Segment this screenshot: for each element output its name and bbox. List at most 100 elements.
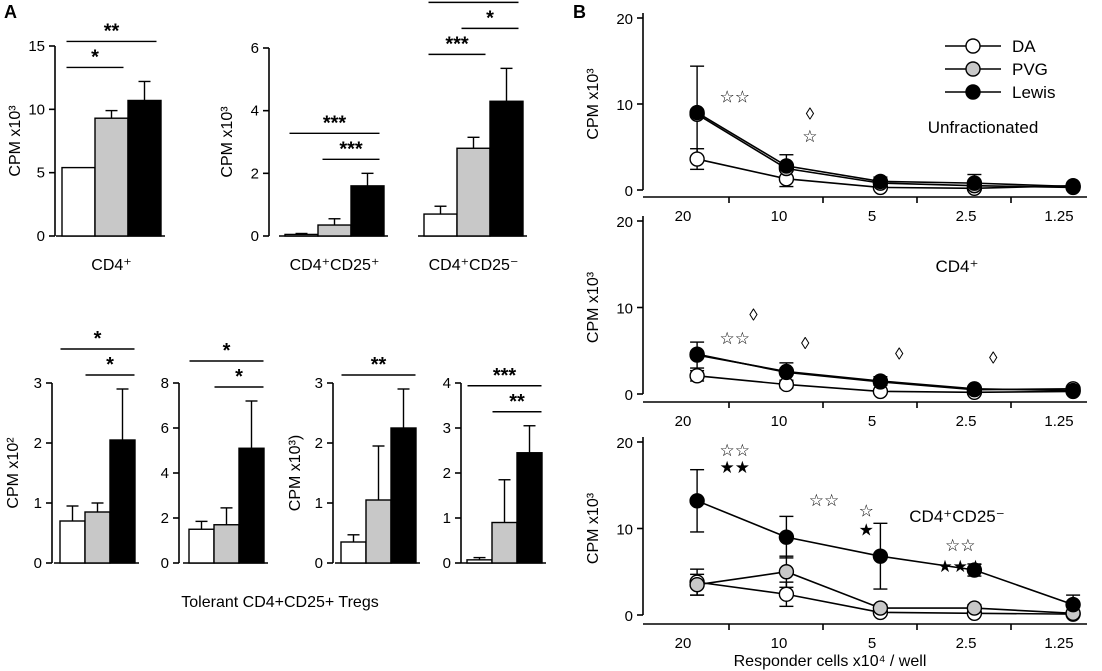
annotation-b1-2: ☆ <box>802 127 817 146</box>
bar-a4-0-DA <box>188 528 215 564</box>
panel-a-label: A <box>4 2 17 22</box>
x-tick-label-b2-3: 2.5 <box>956 413 977 430</box>
y-tick-label-b1-2: 20 <box>616 11 633 28</box>
b-xlabel: Responder cells x10⁴ / well <box>734 653 927 670</box>
point-b3-Lewis-0 <box>689 493 705 509</box>
sig-label-a1-0-1: * <box>91 46 99 68</box>
bar-a1-0-DA <box>61 166 96 237</box>
annotation-b2-3: ◊ <box>895 344 904 363</box>
legend-marker-Lewis <box>965 84 981 100</box>
y-label-b3: CPM x10³ <box>585 492 602 564</box>
y-tick-label-b3-1: 10 <box>616 522 633 539</box>
bar-a4-0-PVG <box>213 524 240 564</box>
annotation-b3-1: ★★ <box>719 458 749 477</box>
y-tick-label-a5-3: 3 <box>315 375 323 392</box>
bar-a6-0-Lewis <box>516 452 543 564</box>
group-label-a2-0: CD4⁺CD25⁺ <box>290 257 380 274</box>
x-tick-label-b2-1: 10 <box>771 413 788 430</box>
bar-a6-0-PVG <box>491 521 518 564</box>
x-tick-label-b3-4: 1.25 <box>1044 635 1073 652</box>
y-tick-label-a5-1: 1 <box>315 495 323 512</box>
sig-label-a4-0-0: * <box>223 340 231 362</box>
point-b3-DA-1 <box>778 586 795 602</box>
group-label-a2-1: CD4⁺CD25⁻ <box>429 257 519 274</box>
x-tick-label-b3-3: 2.5 <box>956 635 977 652</box>
y-label-b1: CPM x10³ <box>585 68 602 140</box>
sig-label-a2-1-2: *** <box>445 33 469 55</box>
x-tick-label-b1-1: 10 <box>771 208 788 225</box>
bar-a5-0-Lewis <box>390 427 417 564</box>
panel-b-label: B <box>573 2 586 22</box>
bar-a1-0-PVG <box>94 117 129 237</box>
y-tick-label-a4-2: 4 <box>161 465 169 482</box>
legend-label-DA: DA <box>1012 37 1036 56</box>
bar-a6-0-DA <box>466 559 493 564</box>
y-tick-label-a6-0: 0 <box>443 555 451 572</box>
y-tick-label-b1-1: 10 <box>616 97 633 114</box>
legend-label-PVG: PVG <box>1012 60 1048 79</box>
sig-label-a4-0-1: * <box>235 366 243 388</box>
bar-a2-0-PVG <box>317 224 352 237</box>
annotation-b3-2: ☆☆ <box>809 491 839 510</box>
x-tick-label-b3-0: 20 <box>675 635 692 652</box>
x-tick-label-b3-1: 10 <box>771 635 788 652</box>
point-b3-PVG-3 <box>966 600 983 616</box>
annotation-b3-3: ☆ <box>859 501 874 520</box>
y-tick-label-b2-1: 10 <box>616 301 633 318</box>
point-b1-Lewis-1 <box>778 158 795 174</box>
annotation-b3-0: ☆☆ <box>719 441 749 460</box>
y-tick-label-a5-2: 2 <box>315 435 323 452</box>
y-label-a3: CPM x10² <box>5 437 22 509</box>
bar-a2-1-PVG <box>456 147 491 237</box>
y-tick-label-a6-2: 2 <box>443 465 451 482</box>
point-b2-Lewis-1 <box>778 363 795 380</box>
y-label-a5: CPM x10³) <box>287 435 304 511</box>
y-tick-label-a1-0: 0 <box>37 228 45 245</box>
bar-a5-0-DA <box>340 541 367 564</box>
x-tick-label-b1-0: 20 <box>675 208 692 225</box>
sig-label-a2-1-1: * <box>486 7 494 29</box>
bar-a4-0-Lewis <box>238 447 265 564</box>
point-b2-Lewis-4 <box>1065 382 1081 399</box>
annotation-b3-4: ★ <box>859 520 874 539</box>
point-b3-PVG-2 <box>872 600 889 616</box>
y-label-a2: CPM x10³ <box>219 106 236 178</box>
x-tick-label-b2-0: 20 <box>675 413 692 430</box>
annotation-b2-2: ◊ <box>801 334 810 353</box>
y-tick-label-b2-2: 20 <box>616 214 633 231</box>
y-tick-label-a6-4: 4 <box>443 375 451 392</box>
sig-label-a6-0-0: *** <box>493 365 517 387</box>
sig-label-a2-0-1: *** <box>339 138 363 160</box>
y-tick-label-b3-2: 20 <box>616 435 633 452</box>
point-b2-Lewis-2 <box>872 373 889 389</box>
sig-label-a3-0-1: * <box>106 354 114 376</box>
y-tick-label-a3-2: 2 <box>34 435 42 452</box>
y-tick-label-a3-1: 1 <box>34 495 42 512</box>
annotation-b1-0: ☆☆ <box>719 87 749 106</box>
y-tick-label-b1-0: 0 <box>625 183 633 200</box>
y-tick-label-a1-1: 5 <box>37 165 45 182</box>
legend-label-Lewis: Lewis <box>1012 83 1055 102</box>
y-label-b2: CPM x10³ <box>585 271 602 343</box>
point-b1-Lewis-0 <box>689 104 705 121</box>
x-tick-label-b1-3: 2.5 <box>956 208 977 225</box>
bar-a2-0-DA <box>284 233 319 237</box>
point-b3-PVG-0 <box>689 577 705 593</box>
point-b3-Lewis-2 <box>872 548 889 564</box>
y-tick-label-a4-0: 0 <box>161 555 169 572</box>
y-tick-label-b3-0: 0 <box>625 608 633 625</box>
point-b2-Lewis-0 <box>689 347 705 363</box>
point-b3-PVG-1 <box>778 564 795 580</box>
point-b3-Lewis-4 <box>1065 596 1081 613</box>
y-tick-label-a3-0: 0 <box>34 555 42 572</box>
annotation-b1-1: ◊ <box>806 104 815 123</box>
sig-label-a2-0-0: *** <box>323 112 347 134</box>
point-b3-Lewis-1 <box>778 529 795 545</box>
bar-a2-0-Lewis <box>350 185 385 237</box>
bar-a1-0-Lewis <box>127 99 162 237</box>
y-tick-label-a2-1: 2 <box>251 165 259 182</box>
point-b2-DA-0 <box>689 368 705 384</box>
sig-label-a2-1-0: *** <box>462 0 486 3</box>
subplot-title-b2: CD4⁺ <box>936 257 979 276</box>
